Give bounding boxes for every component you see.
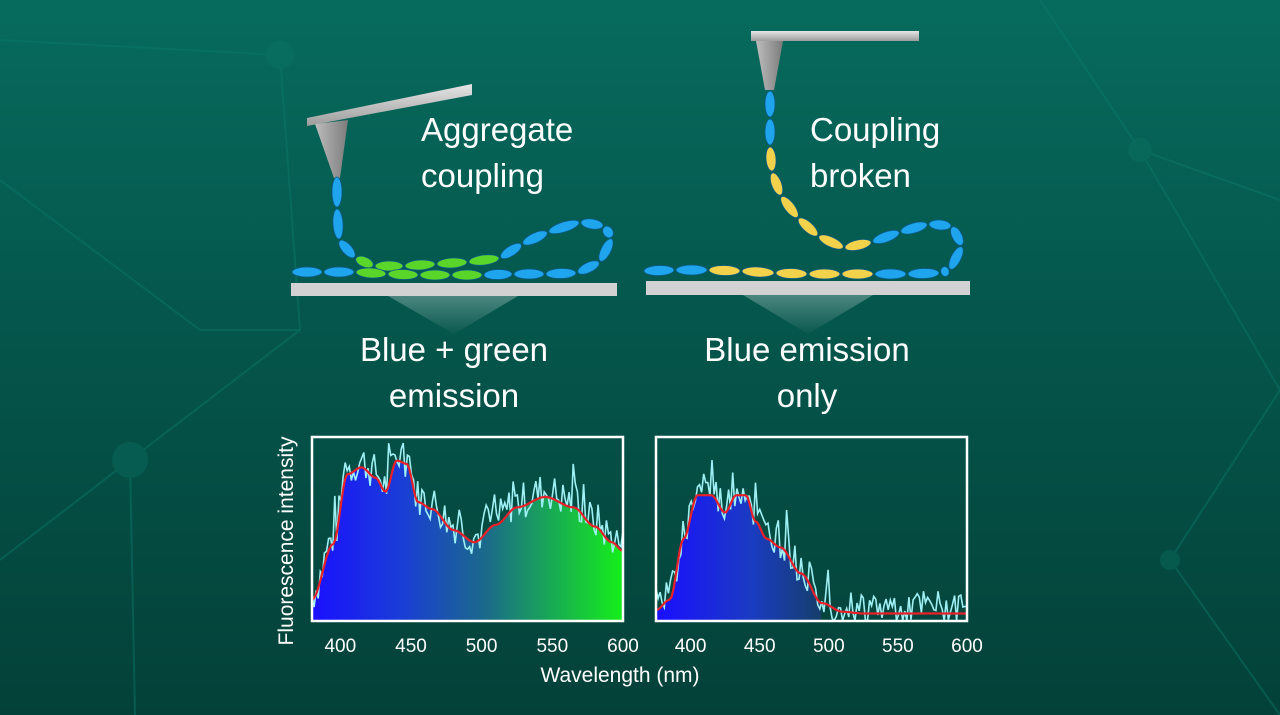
chain-segment <box>950 226 964 246</box>
chart-right <box>654 435 969 623</box>
chain-segment <box>940 266 950 277</box>
chain-segment <box>874 268 907 280</box>
chain-segment <box>764 118 776 146</box>
afm-left <box>291 84 617 334</box>
x-tick-label-right: 550 <box>882 636 914 657</box>
chain-segment <box>844 238 872 252</box>
chain-segment <box>841 268 874 280</box>
chain-segment <box>765 146 777 172</box>
spectrum-fill-right <box>656 495 822 621</box>
panel-right-result: Blue emission only <box>652 327 962 419</box>
panel-left-title-line2: coupling <box>421 157 544 194</box>
chain-segment <box>797 217 819 237</box>
chain-segment <box>323 266 355 278</box>
chain-segment <box>355 267 387 279</box>
panel-left-title: Aggregate coupling <box>421 107 573 199</box>
x-tick-label-right: 500 <box>812 636 845 657</box>
polymer-chain-right <box>643 90 964 280</box>
afm-right <box>643 31 970 334</box>
chain-segment <box>872 229 900 245</box>
chain-segment <box>331 176 343 208</box>
chain-segment <box>764 90 776 118</box>
chain-segment <box>780 195 799 219</box>
chain-segment <box>483 269 513 280</box>
panel-left-result-line2: emission <box>388 377 520 414</box>
x-tick-label-right: 450 <box>743 636 776 657</box>
chain-segment <box>404 259 436 271</box>
x-tick-label-left: 600 <box>607 636 639 657</box>
emission-cone-right <box>743 295 873 334</box>
chain-segment <box>374 260 404 272</box>
fit-curve-right <box>656 494 967 615</box>
chain-segment <box>332 208 344 240</box>
chain-segment <box>355 255 374 269</box>
chain-segment <box>545 268 577 279</box>
panel-right-result-line1: Blue emission <box>704 331 910 368</box>
cantilever-left <box>307 84 472 126</box>
chain-segment <box>577 260 600 275</box>
chain-segment <box>451 269 483 281</box>
y-axis-label: Fluorescence intensity <box>275 436 298 646</box>
x-tick-label-left: 450 <box>395 636 427 657</box>
chain-segment <box>928 219 952 231</box>
chain-segment <box>598 238 614 262</box>
polymer-chain-left <box>291 176 614 281</box>
substrate-right <box>646 281 970 295</box>
substrate-left <box>291 283 617 296</box>
cantilever-right <box>751 31 919 41</box>
panel-right-title-line1: Coupling <box>810 111 941 148</box>
spectrum-fill-left <box>312 460 623 621</box>
plot-frame-right <box>654 435 969 623</box>
x-axis-label: Wavelength (nm) <box>540 664 700 687</box>
panel-left-result: Blue + green emission <box>304 327 604 419</box>
raw-signal-right <box>656 460 967 621</box>
panel-left-result-line1: Blue + green <box>359 331 549 368</box>
chain-segment <box>291 266 323 278</box>
chain-segment <box>900 221 928 235</box>
x-tick-label-left: 550 <box>536 636 569 657</box>
chain-segment <box>643 265 675 276</box>
chain-segment <box>808 268 841 280</box>
chain-segment <box>419 269 451 281</box>
panel-right-title: Coupling broken <box>810 107 940 199</box>
afm-tip-right <box>756 41 783 90</box>
panel-right-title-line2: broken <box>810 157 911 194</box>
chain-segment <box>818 234 844 250</box>
chain-segment <box>513 268 545 280</box>
chart-left <box>310 435 625 623</box>
raw-signal-left <box>312 442 623 608</box>
x-tick-label-left: 400 <box>324 636 357 657</box>
chain-segment <box>675 264 708 276</box>
chain-segment <box>948 246 964 270</box>
emission-cone-left <box>388 296 518 334</box>
x-tick-label-left: 500 <box>465 636 498 657</box>
chain-segment <box>522 230 548 246</box>
chain-segment <box>769 172 784 196</box>
chain-segment <box>436 257 468 269</box>
afm-tip-left <box>315 120 348 178</box>
panel-right-result-line2: only <box>776 377 838 414</box>
chain-segment <box>580 218 604 230</box>
chain-segment <box>602 225 614 239</box>
chain-segment <box>907 268 940 279</box>
chain-segment <box>338 239 356 259</box>
chain-segment <box>741 266 775 278</box>
chain-segment <box>775 268 808 279</box>
chain-segment <box>468 254 500 266</box>
fit-curve-left <box>312 459 623 601</box>
chain-segment <box>387 269 419 280</box>
chain-segment <box>708 265 741 276</box>
panel-left-title-line1: Aggregate <box>421 111 574 148</box>
x-tick-label-right: 400 <box>674 636 707 657</box>
chain-segment <box>500 242 522 260</box>
chain-segment <box>548 219 580 235</box>
x-tick-label-right: 600 <box>951 636 983 657</box>
plot-frame-left <box>310 435 625 623</box>
